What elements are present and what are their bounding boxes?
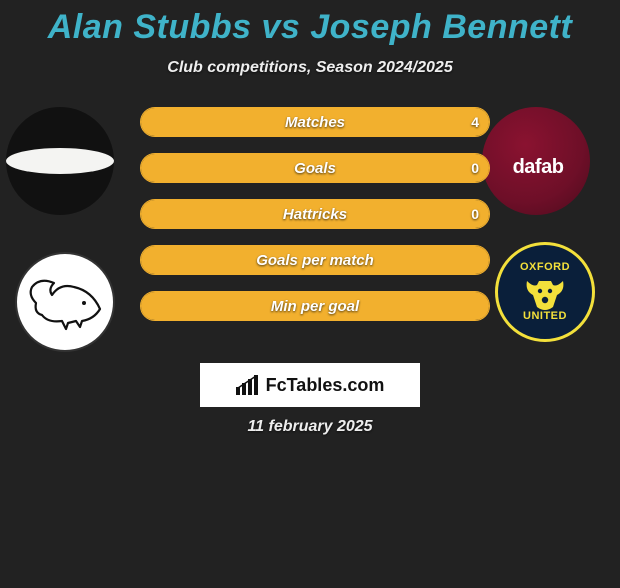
comparison-stage: dafab OXFORD UNITED Matches4Goals0Hattri…: [0, 107, 620, 367]
player-right-photo: dafab: [482, 107, 590, 215]
footer-brand-badge: FcTables.com: [200, 363, 420, 407]
club-right-text-bottom: UNITED: [523, 311, 567, 322]
player-left-silhouette: [6, 148, 114, 174]
stat-label: Matches: [141, 108, 489, 136]
comparison-subtitle: Club competitions, Season 2024/2025: [0, 59, 620, 77]
ox-icon: [523, 277, 567, 311]
player-right-sponsor: dafab: [513, 156, 564, 179]
stat-value-right: 0: [471, 200, 479, 228]
stat-row: Min per goal: [140, 291, 490, 321]
player-left-photo: [6, 107, 114, 215]
club-right-text-top: OXFORD: [520, 262, 570, 273]
footer-date: 11 february 2025: [0, 418, 620, 436]
stat-row: Matches4: [140, 107, 490, 137]
stat-row: Goals0: [140, 153, 490, 183]
club-badge-right: OXFORD UNITED: [495, 242, 595, 342]
stat-label: Goals: [141, 154, 489, 182]
bars-icon: [236, 375, 260, 395]
stat-label: Goals per match: [141, 246, 489, 274]
comparison-title: Alan Stubbs vs Joseph Bennett: [0, 8, 620, 47]
stat-value-right: 4: [471, 108, 479, 136]
ram-icon: [24, 273, 106, 331]
stat-row: Hattricks0: [140, 199, 490, 229]
club-badge-left: [15, 252, 115, 352]
stat-row: Goals per match: [140, 245, 490, 275]
stat-label: Hattricks: [141, 200, 489, 228]
footer-brand-text: FcTables.com: [266, 375, 385, 396]
stat-label: Min per goal: [141, 292, 489, 320]
stat-value-right: 0: [471, 154, 479, 182]
stat-bars: Matches4Goals0Hattricks0Goals per matchM…: [140, 107, 490, 337]
